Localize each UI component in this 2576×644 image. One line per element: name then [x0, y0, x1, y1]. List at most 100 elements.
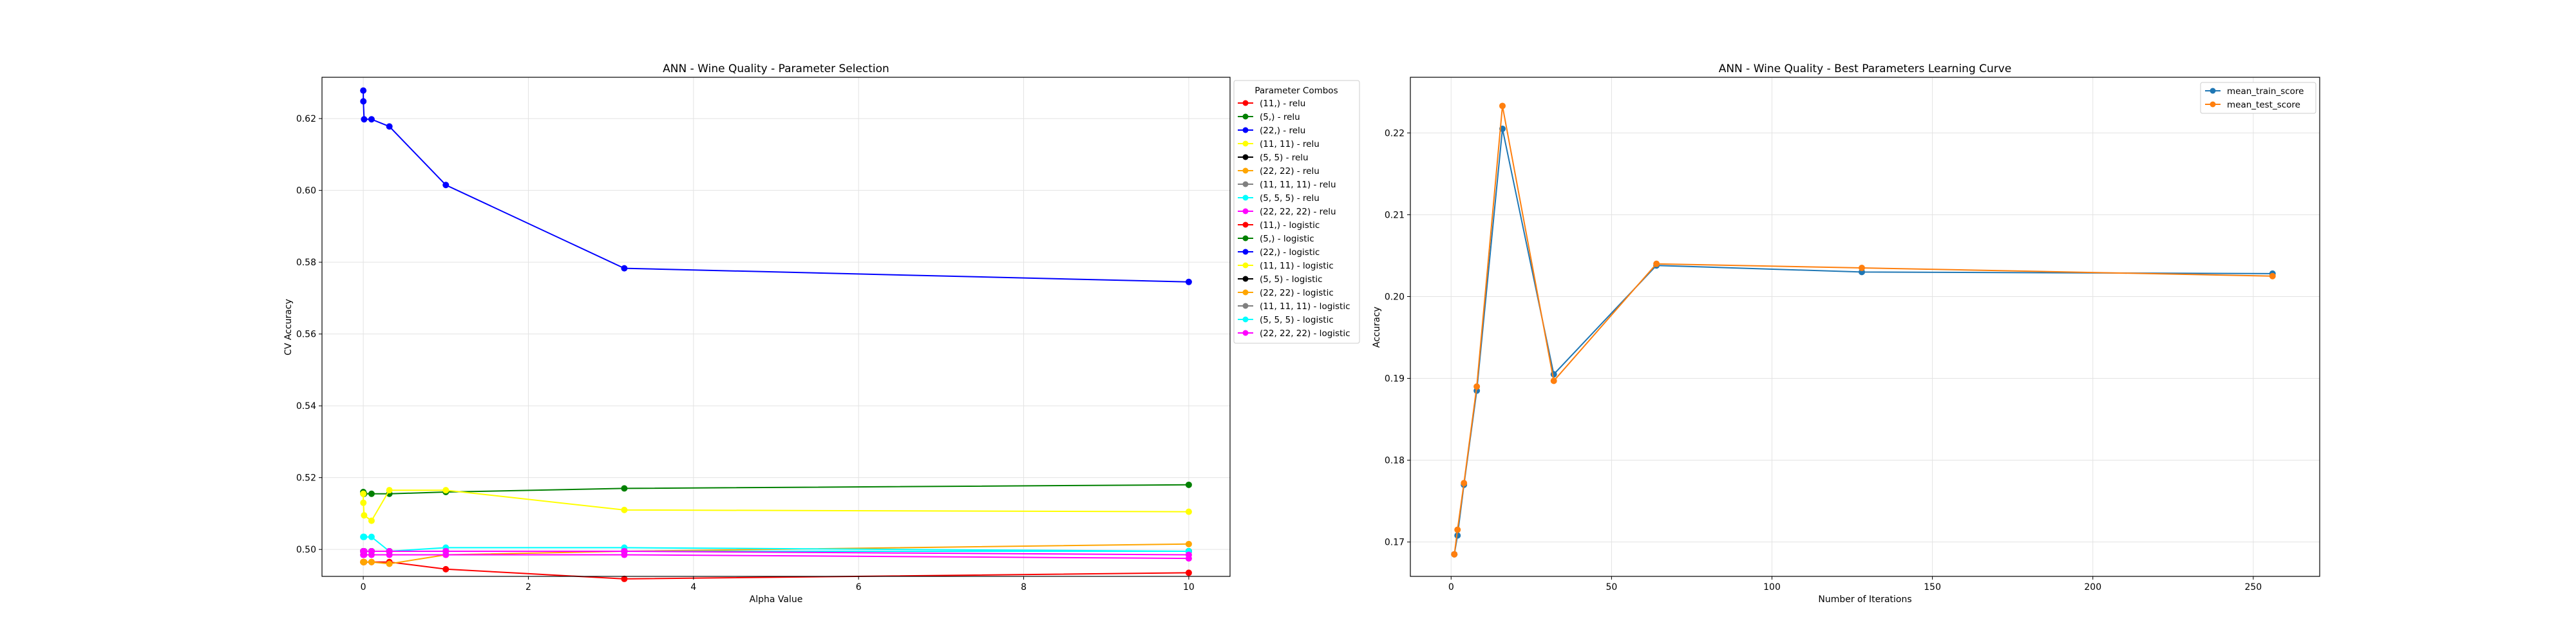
y-tick-label: 0.21 [1385, 210, 1405, 220]
data-point [1185, 551, 1192, 558]
data-point [1185, 481, 1192, 488]
data-point [386, 487, 393, 494]
data-point [621, 506, 628, 513]
legend-label: (11,) - logistic [1260, 220, 1320, 231]
legend-marker [1242, 100, 1249, 106]
legend-label: (22, 22, 22) - logistic [1260, 328, 1350, 339]
legend-marker [1242, 167, 1249, 174]
x-tick-label: 150 [1924, 582, 1941, 592]
data-point [442, 547, 450, 554]
data-point [360, 98, 367, 105]
legend-label: mean_test_score [2227, 100, 2300, 110]
legend-marker [1242, 235, 1249, 242]
y-tick-label: 0.50 [296, 545, 316, 555]
legend-label: (11, 11) - relu [1260, 139, 1320, 149]
x-tick-label: 0 [1448, 582, 1454, 592]
legend-label: (22, 22, 22) - relu [1260, 207, 1336, 217]
chart2-ylabel: Accuracy [1372, 307, 1382, 348]
data-point [368, 116, 375, 123]
chart1-axes-frame [321, 77, 1231, 577]
data-point [361, 558, 368, 565]
y-tick-label: 0.56 [296, 330, 316, 340]
y-tick-label: 0.60 [296, 186, 316, 196]
y-tick-label: 0.58 [296, 258, 316, 268]
y-tick-label: 0.19 [1385, 374, 1405, 384]
chart1-legend-box [1233, 80, 1360, 344]
chart1-grid [322, 77, 1230, 576]
legend-marker [1242, 222, 1249, 228]
parameter-selection-chart: ANN - Wine Quality - Parameter Selection… [283, 62, 1360, 605]
data-point [360, 490, 367, 497]
data-point [1451, 551, 1458, 558]
legend-label: (11, 11, 11) - logistic [1260, 301, 1350, 312]
data-point [1473, 383, 1481, 390]
data-point [1454, 526, 1461, 533]
legend-label: (11, 11) - logistic [1260, 261, 1334, 271]
x-tick-label: 10 [1183, 582, 1195, 592]
data-point [368, 533, 375, 540]
data-point [442, 565, 450, 573]
y-tick-label: 0.17 [1385, 538, 1405, 548]
x-tick-label: 6 [856, 582, 862, 592]
legend-label: (5,) - relu [1260, 112, 1300, 122]
legend-marker [2210, 88, 2216, 94]
legend-marker [2210, 101, 2216, 108]
chart1-ylabel: CV Accuracy [283, 299, 294, 355]
legend-label: (5, 5, 5) - relu [1260, 193, 1320, 204]
legend-label: (22, 22) - relu [1260, 166, 1320, 176]
chart1-legend: Parameter Combos (11,) - relu (5,) - relu… [1233, 80, 1360, 344]
data-point [368, 490, 375, 497]
chart2-series [1451, 102, 2276, 558]
data-point [361, 533, 368, 540]
legend-marker [1242, 303, 1249, 309]
chart2-axes-frame [1410, 77, 2320, 577]
legend-label: (5,) - logistic [1260, 234, 1314, 244]
legend-label: (5, 5, 5) - logistic [1260, 315, 1334, 325]
legend-marker [1242, 113, 1249, 120]
data-point [386, 547, 393, 554]
legend-label: (11,) - relu [1260, 99, 1305, 109]
y-tick-label: 0.18 [1385, 456, 1405, 466]
legend-marker [1242, 140, 1249, 147]
data-point [360, 87, 367, 94]
legend-marker [1242, 330, 1249, 336]
chart2-title: ANN - Wine Quality - Best Parameters Lea… [1719, 62, 2012, 75]
legend-label: (22,) - relu [1260, 126, 1305, 136]
x-tick-label: 0 [361, 582, 366, 592]
legend-marker [1242, 289, 1249, 296]
data-point [361, 116, 368, 123]
data-point [621, 485, 628, 492]
chart1-legend-title: Parameter Combos [1255, 86, 1338, 96]
series-2 [360, 87, 1192, 285]
y-tick-label: 0.20 [1385, 292, 1405, 302]
legend-label: (5, 5) - logistic [1260, 274, 1323, 285]
data-point [1185, 278, 1192, 285]
chart2-legend-box [2200, 82, 2316, 114]
legend-marker [1242, 276, 1249, 282]
data-point [1185, 540, 1192, 547]
data-point [368, 517, 375, 524]
data-point [442, 487, 450, 494]
legend-marker [1242, 249, 1249, 255]
data-point [621, 575, 628, 582]
data-point [360, 499, 367, 506]
y-tick-label: 0.52 [296, 473, 316, 484]
legend-marker [1242, 316, 1249, 323]
data-point [386, 560, 393, 567]
learning-curve-chart: ANN - Wine Quality - Best Parameters Lea… [1372, 62, 2320, 605]
x-tick-label: 8 [1021, 582, 1027, 592]
series-1 [1451, 102, 2276, 558]
chart1-series [360, 87, 1192, 582]
data-point [1550, 377, 1557, 384]
y-tick-label: 0.54 [296, 401, 316, 412]
x-tick-label: 100 [1763, 582, 1781, 592]
data-point [386, 123, 393, 130]
y-tick-label: 0.62 [296, 114, 316, 124]
data-point [368, 558, 375, 565]
x-tick-label: 2 [526, 582, 531, 592]
data-point [442, 182, 450, 189]
legend-label: mean_train_score [2227, 86, 2304, 97]
legend-label: (22, 22) - logistic [1260, 288, 1334, 298]
legend-marker [1242, 208, 1249, 214]
